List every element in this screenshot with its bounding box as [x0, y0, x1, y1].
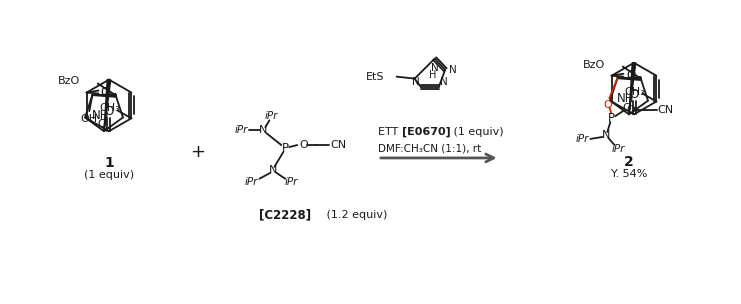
Text: iPr: iPr — [265, 111, 278, 121]
Text: H: H — [429, 71, 436, 81]
Text: iPr: iPr — [576, 134, 589, 144]
Text: N: N — [431, 63, 439, 73]
Text: 1: 1 — [104, 156, 114, 170]
Text: CN: CN — [657, 105, 673, 115]
Text: N: N — [449, 65, 457, 74]
Text: N: N — [259, 125, 268, 135]
Polygon shape — [629, 63, 636, 114]
Text: 2: 2 — [624, 155, 634, 169]
Text: iPr: iPr — [235, 125, 248, 135]
Polygon shape — [104, 80, 110, 131]
Text: iPr: iPr — [245, 177, 258, 187]
Text: +: + — [190, 143, 205, 161]
Text: [C2228]: [C2228] — [259, 209, 311, 222]
Text: O: O — [603, 100, 612, 110]
Text: ETT: ETT — [378, 127, 402, 137]
Text: O: O — [104, 105, 113, 118]
Text: O: O — [101, 86, 110, 99]
Text: OH: OH — [81, 114, 98, 124]
Text: NH: NH — [92, 109, 109, 122]
Text: [E0670]: [E0670] — [402, 127, 451, 137]
Text: DMF:CH₃CN (1:1), rt: DMF:CH₃CN (1:1), rt — [378, 143, 481, 153]
Text: CN: CN — [330, 140, 346, 150]
Text: NH: NH — [617, 92, 634, 105]
Text: P: P — [282, 142, 289, 154]
Text: CH₃: CH₃ — [624, 87, 645, 97]
Text: (1 equiv): (1 equiv) — [84, 170, 134, 180]
Polygon shape — [617, 77, 641, 80]
Text: P: P — [608, 112, 615, 125]
Polygon shape — [93, 94, 116, 97]
Text: BzO: BzO — [58, 77, 80, 86]
Text: O: O — [626, 69, 635, 82]
Text: iPr: iPr — [285, 177, 298, 187]
Text: CH₃: CH₃ — [99, 103, 120, 113]
Text: O: O — [299, 140, 308, 150]
Text: (1.2 equiv): (1.2 equiv) — [323, 210, 388, 220]
Text: N: N — [269, 165, 278, 175]
Text: O: O — [622, 102, 631, 112]
Text: N: N — [440, 77, 448, 87]
Text: O: O — [626, 105, 634, 115]
Text: EtS: EtS — [366, 72, 385, 82]
Text: N: N — [412, 77, 419, 87]
Text: iPr: iPr — [611, 144, 625, 154]
Text: O: O — [629, 88, 639, 101]
Text: (1 equiv): (1 equiv) — [450, 127, 503, 137]
Text: Y. 54%: Y. 54% — [611, 169, 647, 179]
Text: O: O — [97, 119, 106, 129]
Text: BzO: BzO — [582, 60, 605, 70]
Text: N: N — [602, 130, 611, 140]
